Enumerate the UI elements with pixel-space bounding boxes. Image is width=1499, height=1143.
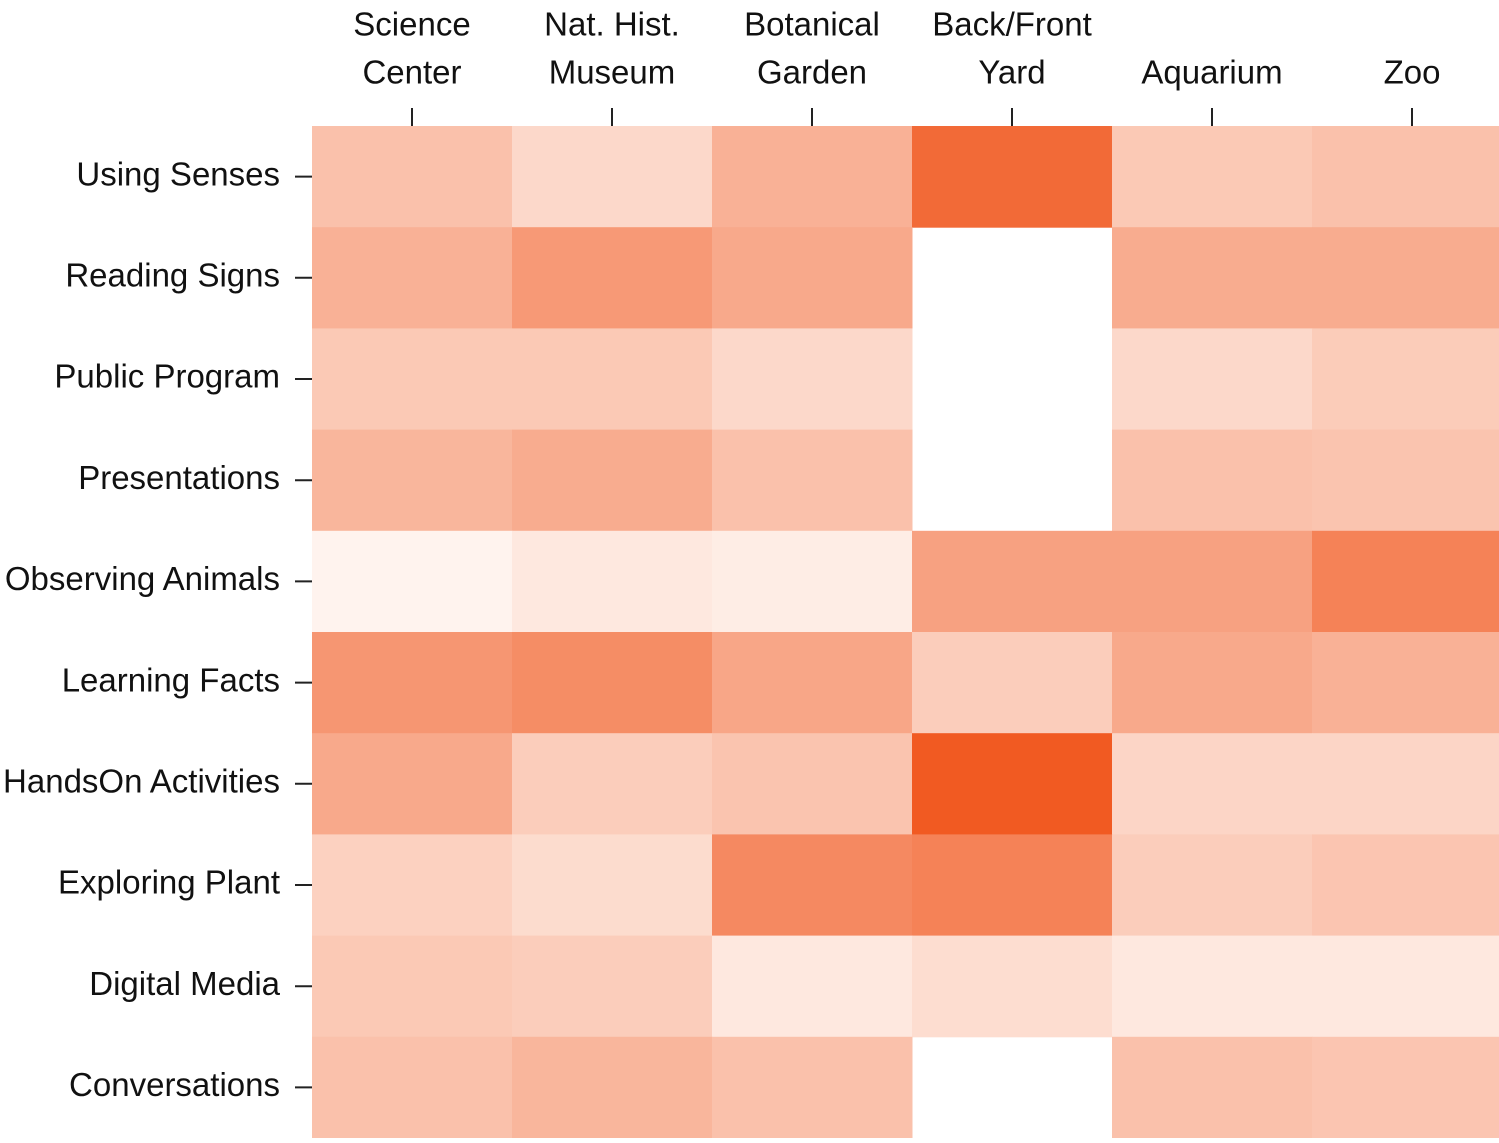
heatmap-cell bbox=[1112, 227, 1313, 329]
heatmap-cell bbox=[312, 1036, 513, 1139]
column-label: Science bbox=[353, 6, 470, 43]
row-label: Presentations bbox=[78, 459, 280, 496]
row-label: Using Senses bbox=[76, 155, 280, 192]
heatmap-cell bbox=[912, 632, 1113, 734]
heatmap-cell bbox=[312, 328, 513, 431]
heatmap-cell bbox=[712, 429, 913, 532]
heatmap-cell bbox=[712, 1036, 913, 1139]
heatmap-cell bbox=[1312, 834, 1499, 937]
heatmap-cell bbox=[712, 530, 913, 633]
heatmap-cell bbox=[1312, 632, 1499, 734]
heatmap-cell bbox=[312, 227, 513, 329]
column-label: Back/Front bbox=[932, 6, 1092, 43]
heatmap-cell bbox=[1112, 429, 1313, 532]
column-label: Garden bbox=[757, 54, 867, 91]
heatmap-cell bbox=[1312, 733, 1499, 835]
heatmap-cell bbox=[312, 834, 513, 937]
heatmap-cell bbox=[512, 632, 713, 734]
heatmap-cell bbox=[512, 429, 713, 532]
row-label: Public Program bbox=[54, 358, 280, 395]
heatmap-cell bbox=[912, 834, 1113, 937]
heatmap-cell bbox=[1312, 227, 1499, 329]
heatmap-cell bbox=[1112, 733, 1313, 835]
heatmap-cell bbox=[912, 126, 1113, 228]
heatmap-cell bbox=[712, 834, 913, 937]
row-label: Learning Facts bbox=[62, 661, 280, 698]
row-label: Exploring Plant bbox=[58, 864, 280, 901]
heatmap-cell bbox=[912, 935, 1113, 1038]
heatmap-cell bbox=[1312, 935, 1499, 1038]
heatmap-cell bbox=[312, 935, 513, 1038]
column-label: Museum bbox=[549, 54, 676, 91]
row-label: Conversations bbox=[69, 1066, 280, 1103]
heatmap-cell bbox=[312, 733, 513, 835]
row-label: Digital Media bbox=[89, 965, 280, 1002]
heatmap-cell bbox=[1112, 530, 1313, 633]
heatmap-cell bbox=[512, 126, 713, 228]
heatmap-cell bbox=[512, 530, 713, 633]
column-label: Nat. Hist. bbox=[544, 6, 680, 43]
heatmap-cell bbox=[312, 530, 513, 633]
heatmap-cell bbox=[1312, 328, 1499, 431]
heatmap-cell bbox=[512, 328, 713, 431]
column-label: Zoo bbox=[1384, 54, 1441, 91]
heatmap-cell bbox=[712, 227, 913, 329]
heatmap-cell bbox=[312, 126, 513, 228]
heatmap-cell bbox=[712, 328, 913, 431]
heatmap-cell bbox=[712, 733, 913, 835]
heatmap-cell bbox=[1112, 1036, 1313, 1139]
heatmap-cell bbox=[512, 227, 713, 329]
heatmap-cell bbox=[1112, 328, 1313, 431]
heatmap-cell bbox=[912, 733, 1113, 835]
column-label: Yard bbox=[978, 54, 1045, 91]
column-label: Aquarium bbox=[1141, 54, 1282, 91]
column-label: Center bbox=[362, 54, 461, 91]
heatmap-cell bbox=[712, 935, 913, 1038]
heatmap-cell bbox=[512, 834, 713, 937]
heatmap-cell bbox=[1312, 126, 1499, 228]
heatmap-cell bbox=[1312, 530, 1499, 633]
heatmap-cell bbox=[1112, 834, 1313, 937]
row-label: HandsOn Activities bbox=[3, 763, 280, 800]
heatmap-cell bbox=[512, 1036, 713, 1139]
heatmap-cell bbox=[312, 632, 513, 734]
row-label: Reading Signs bbox=[65, 257, 280, 294]
heatmap-cell bbox=[312, 429, 513, 532]
heatmap-cell bbox=[512, 733, 713, 835]
heatmap-cell bbox=[1312, 429, 1499, 532]
heatmap-cell bbox=[1312, 1036, 1499, 1139]
heatmap-cell bbox=[1112, 632, 1313, 734]
heatmap-cell bbox=[512, 935, 713, 1038]
heatmap-cell bbox=[1112, 935, 1313, 1038]
column-label: Botanical bbox=[744, 6, 880, 43]
heatmap-cell bbox=[1112, 126, 1313, 228]
row-label: Observing Animals bbox=[5, 560, 280, 597]
heatmap-cell bbox=[712, 126, 913, 228]
heatmap-cell bbox=[712, 632, 913, 734]
heatmap-cell bbox=[912, 530, 1113, 633]
